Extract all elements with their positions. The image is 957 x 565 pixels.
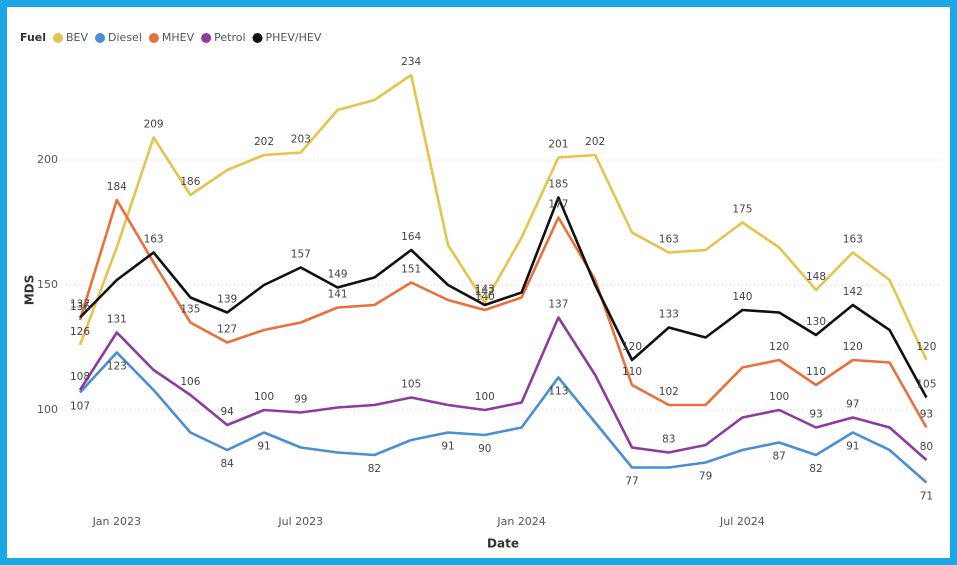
data-label: 203 [291, 134, 311, 146]
x-tick-label: Jul 2023 [277, 515, 323, 528]
data-label: 126 [70, 326, 90, 338]
series-line [78, 198, 928, 429]
data-label: 99 [294, 394, 307, 406]
data-label: 83 [662, 434, 675, 446]
data-label: 142 [843, 286, 863, 298]
data-label: 151 [401, 264, 421, 276]
data-label: 142 [475, 286, 495, 298]
data-label: 141 [328, 289, 348, 301]
legend-marker [201, 33, 212, 43]
data-label: 175 [732, 204, 752, 216]
data-label: 93 [809, 409, 822, 421]
data-label: 113 [548, 386, 568, 398]
legend-title: Fuel [20, 31, 46, 44]
data-label: 79 [699, 471, 712, 483]
series-line [78, 316, 928, 461]
legend-marker [95, 33, 106, 43]
legend-label: BEV [66, 31, 88, 44]
y-tick-label: 100 [37, 403, 58, 416]
data-label: 202 [254, 136, 274, 148]
data-label: 100 [254, 391, 274, 403]
data-label: 120 [622, 341, 642, 353]
data-label: 123 [107, 361, 127, 373]
data-label: 91 [846, 441, 859, 453]
data-label: 184 [107, 181, 127, 193]
data-label: 71 [920, 491, 933, 503]
data-label: 77 [625, 476, 638, 488]
data-label: 177 [548, 199, 568, 211]
data-label: 163 [843, 234, 863, 246]
data-label: 94 [221, 406, 235, 418]
legend-label: Petrol [214, 31, 245, 44]
data-label: 202 [585, 136, 605, 148]
x-tick-label: Jul 2024 [719, 515, 765, 528]
data-label: 234 [401, 56, 421, 68]
data-label: 163 [144, 234, 164, 246]
data-label: 120 [916, 341, 936, 353]
legend-marker [53, 33, 63, 43]
data-label: 136 [70, 301, 90, 313]
series-line [79, 196, 928, 399]
data-label: 107 [70, 401, 90, 413]
data-label: 201 [548, 139, 568, 151]
data-label: 84 [221, 458, 235, 470]
data-label: 100 [769, 391, 789, 403]
data-label: 80 [920, 441, 933, 453]
data-label: 100 [475, 391, 495, 403]
data-label: 140 [732, 291, 752, 303]
data-label: 163 [659, 234, 679, 246]
data-label: 105 [916, 379, 936, 391]
data-label: 106 [180, 376, 200, 388]
data-label: 185 [548, 179, 568, 191]
data-label: 120 [843, 341, 863, 353]
data-label: 149 [328, 269, 348, 281]
data-label: 127 [217, 324, 237, 336]
legend-label: MHEV [162, 31, 195, 44]
data-label: 131 [107, 314, 127, 326]
data-label: 97 [846, 399, 859, 411]
y-tick-label: 200 [37, 153, 58, 166]
x-tick-label: Jan 2024 [496, 515, 545, 528]
data-label: 164 [401, 231, 421, 243]
data-label: 137 [548, 299, 568, 311]
data-label: 137 [70, 299, 90, 311]
data-label: 110 [806, 366, 826, 378]
data-label: 133 [659, 309, 679, 321]
y-axis-title: MDS [23, 275, 37, 306]
data-label: 120 [769, 341, 789, 353]
data-label: 90 [478, 443, 491, 455]
legend-marker [252, 33, 263, 43]
data-label: 140 [475, 291, 495, 303]
legend-label: Diesel [108, 31, 142, 44]
data-label: 93 [920, 409, 933, 421]
data-label: 91 [257, 441, 270, 453]
data-label: 87 [773, 451, 786, 463]
x-axis-title: Date [487, 537, 519, 551]
data-label: 139 [217, 294, 237, 306]
data-label: 130 [806, 316, 826, 328]
data-label: 143 [475, 284, 495, 296]
series-line [78, 73, 928, 361]
data-label: 102 [659, 386, 679, 398]
legend-label: PHEV/HEV [266, 31, 322, 44]
data-label: 82 [368, 463, 381, 475]
legend-marker [148, 33, 159, 43]
data-label: 110 [622, 366, 642, 378]
series-line [79, 351, 928, 484]
data-label: 148 [806, 271, 826, 283]
y-tick-label: 150 [37, 278, 58, 291]
data-label: 108 [70, 371, 90, 383]
data-label: 186 [180, 176, 200, 188]
data-label: 105 [401, 379, 421, 391]
data-label: 209 [144, 119, 164, 131]
data-label: 91 [441, 441, 454, 453]
data-label: 157 [291, 249, 311, 261]
x-tick-label: Jan 2023 [92, 515, 141, 528]
data-label: 135 [180, 304, 200, 316]
data-label: 82 [809, 463, 822, 475]
